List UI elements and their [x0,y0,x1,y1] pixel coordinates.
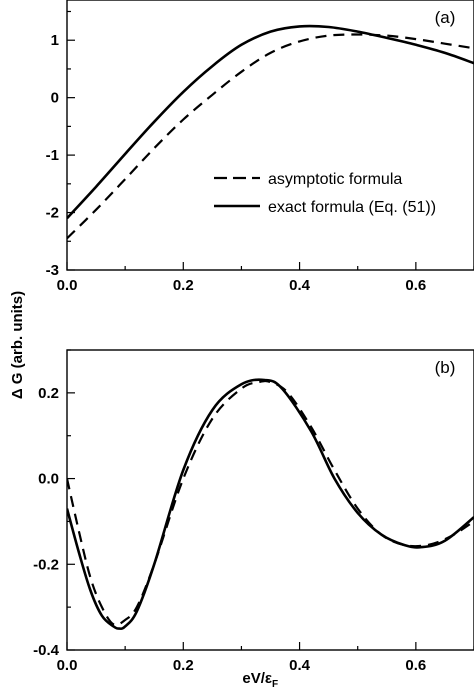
panel-b: 0.0 0.2 0.4 0.6 -0.4 -0.2 0.0 0.2 (b) [33,349,474,674]
panel-a-series-exact-line [67,24,474,220]
panel-b-y-tick-label: -0.4 [33,642,60,659]
panel-a-x-tick-label: 0.6 [405,277,426,294]
panel-a: 0.0 0.2 0.4 0.6 -3 -2 -1 0 1 (a) asymptotic form… [46,0,474,294]
panel-a-x-tick-label: 0.4 [289,277,311,294]
x-axis-title-main: eV/ε [242,670,272,687]
x-axis-title-subscript: F [272,679,278,688]
panel-b-x-tick-label: 0.0 [57,657,78,674]
panel-b-plot-frame [66,349,474,651]
y-axis-title: Δ G (arb. units) [9,291,26,399]
panel-a-y-tick-label: -1 [46,147,59,164]
panel-b-y-tick-label: -0.2 [33,556,59,573]
panel-a-label: (a) [435,8,456,27]
panel-b-x-tick-label: 0.4 [289,657,311,674]
legend: asymptotic formula exact formula (Eq. (5… [214,171,436,216]
panel-a-y-tick-label: 0 [51,90,59,107]
panel-a-y-tick-label: -2 [46,205,59,222]
legend-label-exact: exact formula (Eq. (51)) [268,199,436,216]
panel-b-y-tick-label: 0.2 [38,385,59,402]
panel-a-y-tick-label: -3 [46,262,59,279]
panel-a-y-tick-label: 1 [51,32,59,49]
panel-a-x-tick-label: 0.0 [57,277,78,294]
panel-b-series-asymptotic-line [67,379,474,627]
x-axis-title: eV/ε F [242,670,278,688]
panel-b-ticks: 0.0 0.2 0.4 0.6 -0.4 -0.2 0.0 0.2 [33,349,474,674]
panel-b-series [67,378,474,630]
panel-a-ticks: 0.0 0.2 0.4 0.6 -3 -2 -1 0 1 [46,10,474,294]
legend-label-asymptotic: asymptotic formula [268,171,402,188]
panel-a-plot-frame [66,0,474,271]
panel-b-y-tick-label: 0.0 [38,471,59,488]
panel-a-series [67,24,474,240]
panel-b-x-tick-label: 0.6 [405,657,426,674]
panel-b-series-exact-line [67,378,474,630]
panel-a-x-tick-label: 0.2 [173,277,194,294]
panel-b-x-tick-label: 0.2 [173,657,194,674]
panel-b-label: (b) [435,358,456,377]
panel-a-series-asymptotic-line [67,33,474,240]
